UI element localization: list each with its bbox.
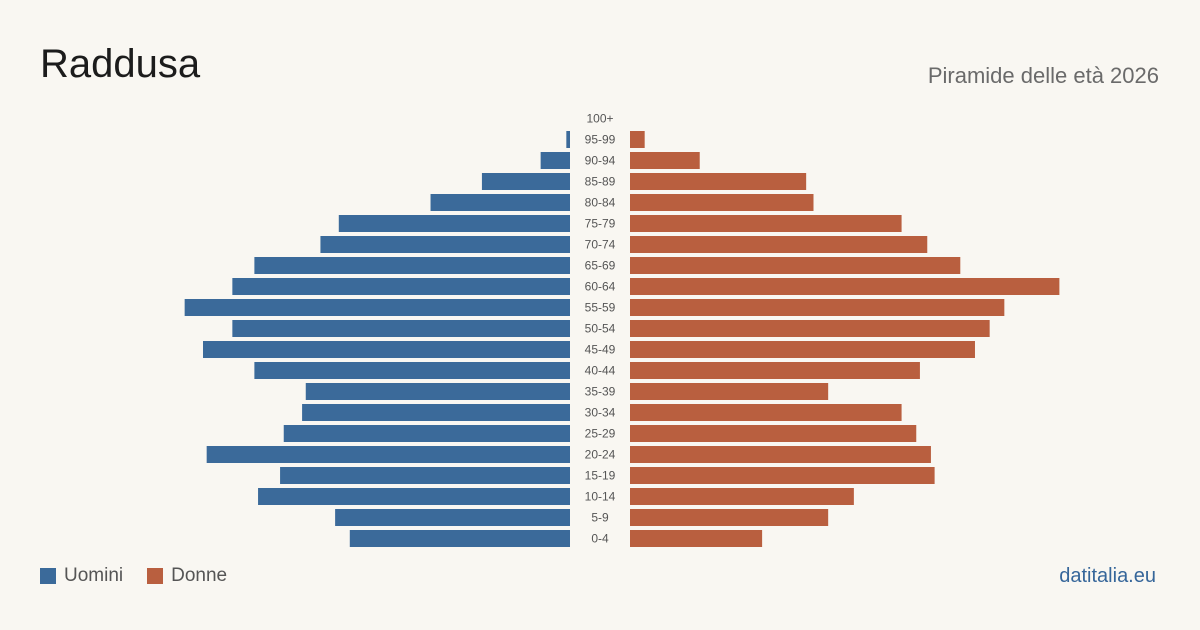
age-label-85-89: 85-89 — [585, 175, 616, 189]
bar-men-85-89 — [481, 173, 570, 190]
bar-men-50-54 — [232, 320, 571, 337]
age-label-60-64: 60-64 — [585, 280, 616, 294]
bar-women-60-64 — [630, 278, 1060, 295]
bar-men-10-14 — [258, 488, 570, 505]
age-label-95-99: 95-99 — [585, 133, 616, 147]
legend-label-women: Donne — [171, 565, 228, 586]
bar-men-75-79 — [338, 215, 570, 232]
age-label-5-9: 5-9 — [591, 511, 609, 525]
bar-women-5-9 — [630, 509, 829, 526]
age-label-55-59: 55-59 — [585, 301, 616, 315]
age-label-45-49: 45-49 — [585, 343, 616, 357]
age-label-30-34: 30-34 — [585, 406, 616, 420]
legend-label-men: Uomini — [64, 565, 124, 586]
bar-men-35-39 — [305, 383, 570, 400]
bar-women-85-89 — [630, 173, 807, 190]
bar-women-35-39 — [630, 383, 829, 400]
bar-men-40-44 — [254, 362, 570, 379]
chart-title: Raddusa — [40, 42, 201, 86]
age-label-90-94: 90-94 — [585, 154, 616, 168]
bar-men-30-34 — [302, 404, 570, 421]
legend: Uomini Donne — [40, 566, 227, 585]
age-label-20-24: 20-24 — [585, 448, 616, 462]
bar-women-65-69 — [630, 257, 961, 274]
age-label-80-84: 80-84 — [585, 196, 616, 210]
age-label-0-4: 0-4 — [591, 532, 609, 546]
bar-women-10-14 — [630, 488, 854, 505]
bar-women-45-49 — [630, 341, 975, 358]
age-label-40-44: 40-44 — [585, 364, 616, 378]
bar-women-50-54 — [630, 320, 990, 337]
bar-men-70-74 — [320, 236, 570, 253]
age-label-15-19: 15-19 — [585, 469, 616, 483]
bar-women-90-94 — [630, 152, 700, 169]
bar-men-5-9 — [335, 509, 570, 526]
bar-men-45-49 — [203, 341, 570, 358]
bar-men-65-69 — [254, 257, 570, 274]
bar-women-20-24 — [630, 446, 931, 463]
source-link[interactable]: datitalia.eu — [1059, 565, 1156, 587]
age-label-65-69: 65-69 — [585, 259, 616, 273]
bar-men-20-24 — [206, 446, 571, 463]
legend-item-women: Donne — [147, 566, 227, 585]
bar-women-30-34 — [630, 404, 902, 421]
bar-women-55-59 — [630, 299, 1005, 316]
bar-women-0-4 — [630, 530, 763, 547]
age-label-70-74: 70-74 — [585, 238, 616, 252]
bar-men-95-99 — [566, 131, 570, 148]
legend-swatch-men — [40, 567, 56, 584]
age-label-75-79: 75-79 — [585, 217, 616, 231]
bar-women-75-79 — [630, 215, 902, 232]
bar-men-0-4 — [349, 530, 570, 547]
age-label-100+: 100+ — [586, 112, 613, 126]
bar-men-55-59 — [184, 299, 570, 316]
legend-item-men: Uomini — [40, 566, 123, 585]
bar-women-70-74 — [630, 236, 928, 253]
bar-women-95-99 — [630, 131, 645, 148]
bar-women-80-84 — [630, 194, 814, 211]
bar-women-40-44 — [630, 362, 920, 379]
chart-subtitle: Piramide delle età 2026 — [927, 63, 1159, 88]
bar-women-15-19 — [630, 467, 935, 484]
age-label-50-54: 50-54 — [585, 322, 616, 336]
bar-men-90-94 — [540, 152, 570, 169]
age-label-35-39: 35-39 — [585, 385, 616, 399]
legend-swatch-women — [147, 567, 164, 584]
bar-men-80-84 — [430, 194, 570, 211]
age-label-10-14: 10-14 — [585, 490, 616, 504]
age-label-25-29: 25-29 — [585, 427, 616, 441]
bar-men-25-29 — [283, 425, 570, 442]
bar-men-15-19 — [280, 467, 570, 484]
bar-women-25-29 — [630, 425, 917, 442]
bar-men-60-64 — [232, 278, 571, 295]
